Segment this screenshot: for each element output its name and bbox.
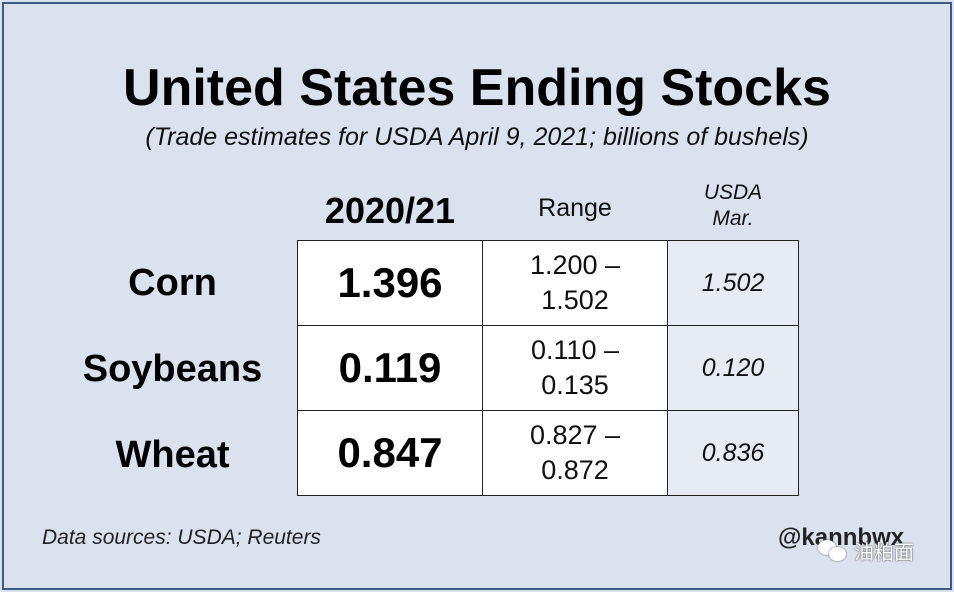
column-header-usda: USDA Mar. <box>668 180 798 232</box>
column-header-usda-line2: Mar. <box>712 207 754 230</box>
chart-title: United States Ending Stocks <box>123 59 831 117</box>
table-row: 0.119 0.110 – 0.135 0.120 <box>297 325 799 411</box>
chart-subtitle: (Trade estimates for USDA April 9, 2021;… <box>145 123 809 151</box>
row-label-wheat: Wheat <box>115 434 230 476</box>
column-header-usda-line1: USDA <box>703 181 763 204</box>
range-cell-soybeans: 0.110 – 0.135 <box>482 325 668 411</box>
range-low-corn: 1.200 – <box>529 250 621 280</box>
range-high-wheat: 0.872 <box>541 455 609 485</box>
usda-cell-corn: 1.502 <box>667 240 799 326</box>
estimate-cell-soybeans: 0.119 <box>297 325 483 411</box>
range-low-soybeans: 0.110 – <box>530 335 620 365</box>
row-label-corn: Corn <box>128 262 217 304</box>
column-header-season: 2020/21 <box>324 190 456 231</box>
range-cell-wheat: 0.827 – 0.872 <box>482 410 668 496</box>
data-source-note: Data sources: USDA; Reuters <box>42 526 321 549</box>
table-row: 1.396 1.200 – 1.502 1.502 <box>297 240 799 326</box>
wechat-icon <box>818 538 848 564</box>
estimates-table: 1.396 1.200 – 1.502 1.502 0.119 0.110 – … <box>297 240 799 496</box>
estimate-cell-wheat: 0.847 <box>297 410 483 496</box>
watermark-text: 油粕面 <box>854 542 914 564</box>
usda-cell-soybeans: 0.120 <box>667 325 799 411</box>
column-header-range: Range <box>538 194 612 222</box>
estimate-cell-corn: 1.396 <box>297 240 483 326</box>
range-low-wheat: 0.827 – <box>529 420 621 450</box>
row-label-soybeans: Soybeans <box>82 348 263 390</box>
table-row: 0.847 0.827 – 0.872 0.836 <box>297 410 799 496</box>
usda-cell-wheat: 0.836 <box>667 410 799 496</box>
range-high-soybeans: 0.135 <box>541 370 609 400</box>
watermark: 油粕面 <box>818 536 914 565</box>
author-handle: @kannbwx <box>778 524 905 551</box>
range-high-corn: 1.502 <box>541 285 609 315</box>
range-cell-corn: 1.200 – 1.502 <box>482 240 668 326</box>
